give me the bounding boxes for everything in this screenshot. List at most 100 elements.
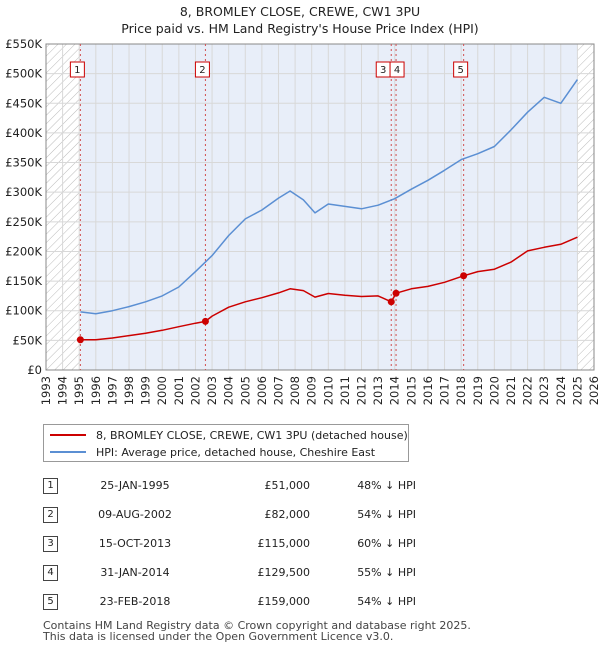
- legend-swatch-hpi: [50, 451, 86, 453]
- sale-number-badge: 2: [43, 506, 58, 523]
- legend-item-hpi: HPI: Average price, detached house, Ches…: [50, 444, 375, 460]
- sale-point: [201, 317, 209, 325]
- sale-point: [76, 336, 84, 344]
- x-tick-label: 2020: [487, 376, 501, 405]
- y-tick-label: £100K: [5, 304, 42, 318]
- x-tick-label: 1995: [72, 376, 86, 405]
- footer-license: This data is licensed under the Open Gov…: [43, 630, 394, 643]
- x-tick-label: 2024: [554, 376, 568, 405]
- footer-copyright: Contains HM Land Registry data © Crown c…: [43, 619, 471, 632]
- sale-price: £51,000: [264, 479, 311, 492]
- legend-label-property: 8, BROMLEY CLOSE, CREWE, CW1 3PU (detach…: [96, 428, 408, 442]
- x-tick-label: 2002: [188, 376, 202, 405]
- sale-date: 09-AUG-2002: [98, 508, 172, 521]
- x-tick-label: 2022: [521, 376, 535, 405]
- sale-hpi-diff: 60% ↓ HPI: [357, 537, 416, 550]
- x-tick-label: 2010: [321, 376, 335, 405]
- sale-point: [392, 289, 400, 297]
- sale-price: £115,000: [257, 537, 311, 550]
- x-tick-label: 2014: [388, 376, 402, 405]
- legend-label-hpi: HPI: Average price, detached house, Ches…: [96, 445, 376, 459]
- x-tick-label: 2005: [238, 376, 252, 405]
- x-tick-label: 1999: [139, 376, 153, 405]
- sale-number-label: 4: [394, 65, 400, 76]
- x-tick-label: 2004: [222, 376, 236, 405]
- sale-number-badge: 5: [43, 593, 58, 610]
- sale-number-label: 2: [199, 65, 205, 76]
- sale-point: [460, 272, 468, 280]
- x-tick-label: 2026: [587, 376, 600, 405]
- y-tick-label: £0: [27, 363, 42, 377]
- y-tick-label: £450K: [5, 96, 42, 110]
- y-tick-label: £200K: [5, 244, 42, 258]
- property-price-line: [80, 236, 578, 341]
- no-data-hatch: [577, 44, 594, 370]
- sale-number-box: [69, 61, 85, 78]
- x-tick-label: 1997: [105, 376, 119, 405]
- legend-item-property: 8, BROMLEY CLOSE, CREWE, CW1 3PU (detach…: [50, 427, 408, 443]
- x-tick-label: 1994: [56, 376, 70, 405]
- legend: 8, BROMLEY CLOSE, CREWE, CW1 3PU (detach…: [43, 424, 409, 462]
- table-row: 3 15-OCT-2013 £115,000 60% ↓ HPI: [43, 529, 416, 558]
- x-tick-label: 1996: [89, 376, 103, 405]
- x-tick-label: 2019: [471, 376, 485, 405]
- sale-hpi-diff: 48% ↓ HPI: [357, 479, 416, 492]
- x-tick-label: 2025: [570, 376, 584, 405]
- chart-title: 8, BROMLEY CLOSE, CREWE, CW1 3PU: [180, 4, 420, 19]
- price-chart: 8, BROMLEY CLOSE, CREWE, CW1 3PU Price p…: [5, 4, 600, 405]
- sale-period-shade: [80, 44, 578, 370]
- chart-subtitle: Price paid vs. HM Land Registry's House …: [121, 21, 478, 36]
- x-tick-label: 2023: [537, 376, 551, 405]
- sale-number-label: 5: [457, 65, 463, 76]
- table-row: 4 31-JAN-2014 £129,500 55% ↓ HPI: [43, 558, 416, 587]
- x-tick-label: 2006: [255, 376, 269, 405]
- x-tick-label: 2012: [355, 376, 369, 405]
- sale-number-badge: 1: [43, 477, 58, 494]
- sale-number-badge: 3: [43, 535, 58, 552]
- hpi-line: [80, 79, 579, 315]
- table-row: 5 23-FEB-2018 £159,000 54% ↓ HPI: [43, 587, 416, 616]
- x-tick-label: 2003: [205, 376, 219, 405]
- y-tick-label: £300K: [5, 185, 42, 199]
- no-data-hatch: [46, 44, 81, 370]
- sale-date: 25-JAN-1995: [100, 479, 170, 492]
- x-tick-label: 2011: [338, 376, 352, 405]
- sale-number-box: [194, 61, 210, 78]
- x-tick-label: 2021: [504, 376, 518, 405]
- sale-number-label: 3: [380, 65, 386, 76]
- sale-date: 23-FEB-2018: [99, 595, 171, 608]
- y-tick-label: £50K: [13, 333, 43, 347]
- sale-date: 15-OCT-2013: [98, 537, 172, 550]
- sale-number-label: 1: [74, 65, 80, 76]
- x-tick-label: 2018: [454, 376, 468, 405]
- table-row: 2 09-AUG-2002 £82,000 54% ↓ HPI: [43, 500, 416, 529]
- sale-hpi-diff: 54% ↓ HPI: [357, 508, 416, 521]
- sale-date: 31-JAN-2014: [100, 566, 170, 579]
- sale-number-box: [453, 61, 469, 78]
- x-tick-label: 2017: [438, 376, 452, 405]
- sale-price: £129,500: [257, 566, 311, 579]
- y-tick-label: £400K: [5, 126, 42, 140]
- sale-hpi-diff: 54% ↓ HPI: [357, 595, 416, 608]
- sale-hpi-diff: 55% ↓ HPI: [357, 566, 416, 579]
- sale-price: £159,000: [257, 595, 311, 608]
- plot-frame: [45, 43, 595, 371]
- sale-point: [387, 298, 395, 306]
- y-tick-label: £500K: [5, 67, 42, 81]
- x-tick-label: 2007: [271, 376, 285, 405]
- sale-price: £82,000: [264, 508, 311, 521]
- y-tick-label: £550K: [5, 37, 42, 51]
- y-tick-label: £150K: [5, 274, 42, 288]
- x-tick-label: 2008: [288, 376, 302, 405]
- x-tick-label: 2016: [421, 376, 435, 405]
- x-tick-label: 2015: [404, 376, 418, 405]
- transactions-table: 1 25-JAN-1995 £51,000 48% ↓ HPI 2 09-AUG…: [43, 471, 416, 616]
- table-row: 1 25-JAN-1995 £51,000 48% ↓ HPI: [43, 471, 416, 500]
- footer: Contains HM Land Registry data © Crown c…: [43, 620, 471, 642]
- x-tick-label: 1993: [39, 376, 53, 405]
- x-tick-label: 2001: [172, 376, 186, 405]
- sale-number-badge: 4: [43, 564, 58, 581]
- legend-swatch-property: [50, 434, 86, 436]
- y-tick-label: £350K: [5, 156, 42, 170]
- y-tick-label: £250K: [5, 215, 42, 229]
